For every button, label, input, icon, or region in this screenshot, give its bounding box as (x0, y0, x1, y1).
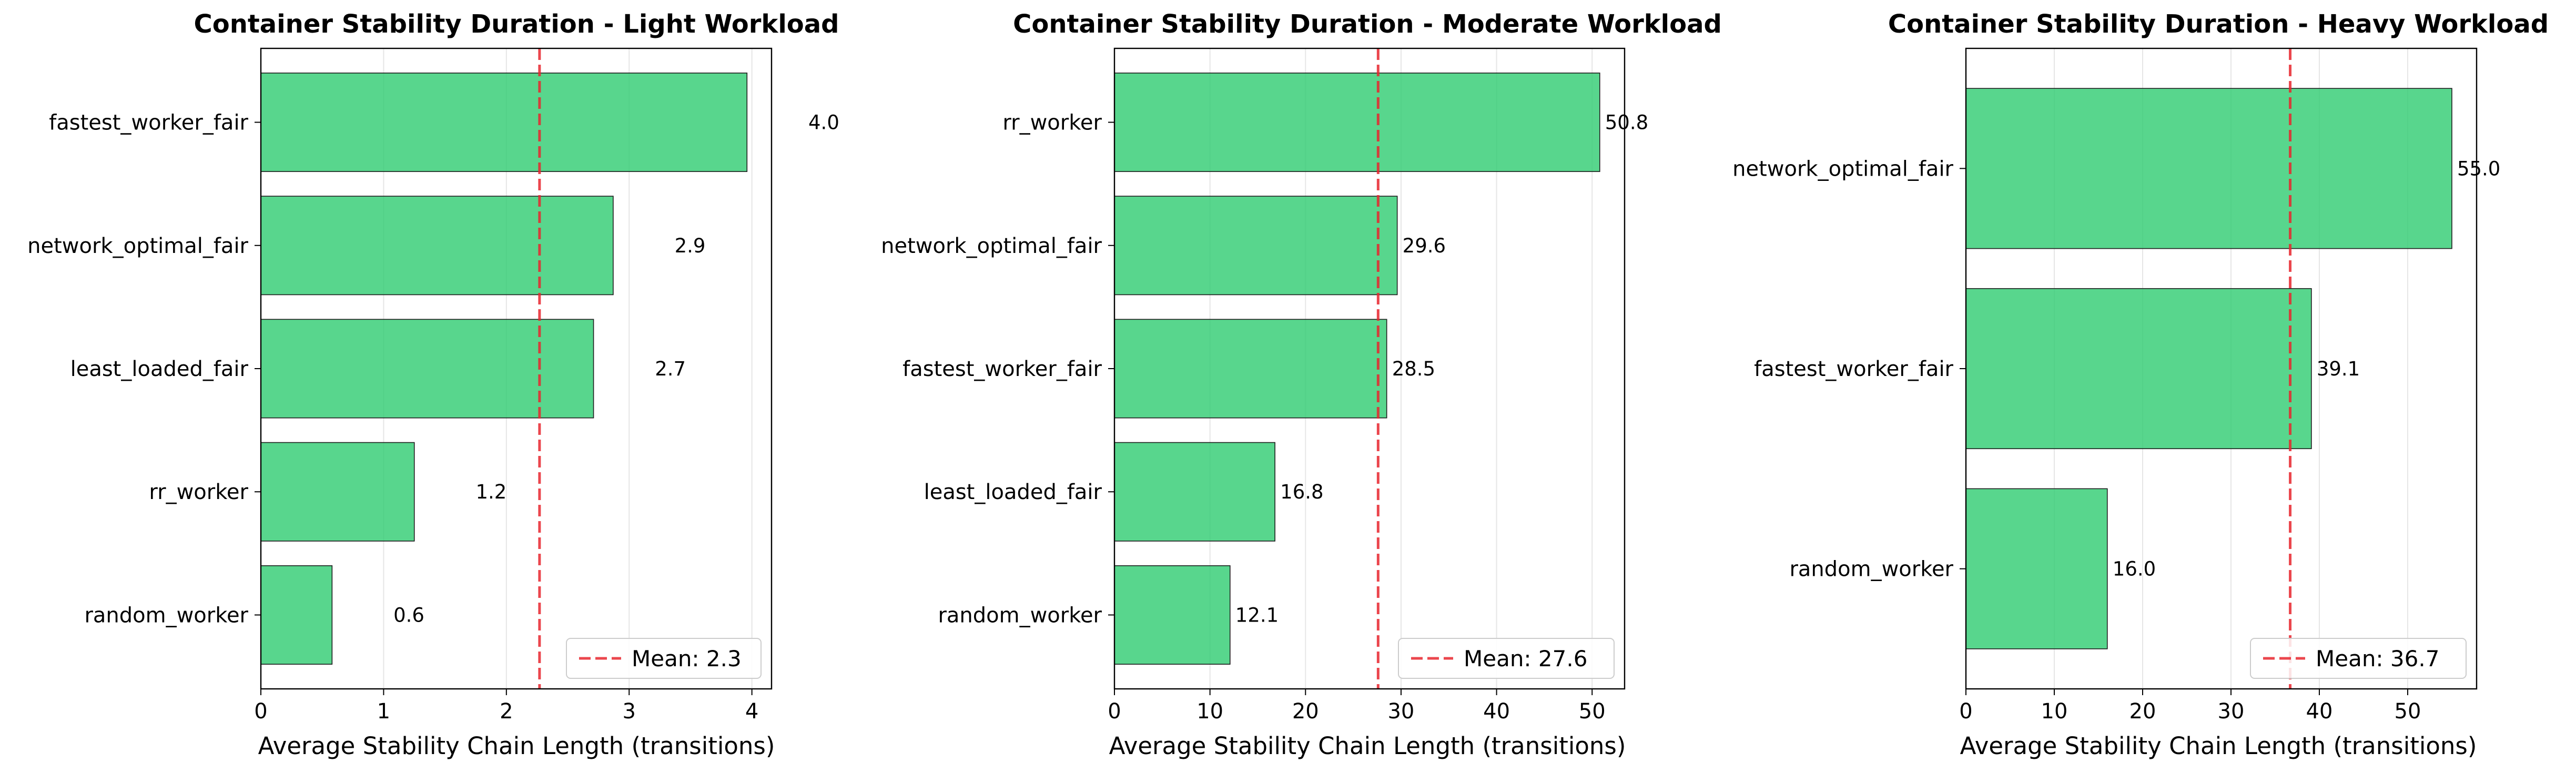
legend-box (566, 638, 762, 679)
y-tick-label: rr_worker (149, 480, 248, 504)
bar-value-label: 28.5 (1392, 358, 1435, 380)
bar-value-label: 2.9 (675, 235, 706, 257)
x-tick-label: 0 (1959, 699, 1972, 724)
legend-box (2250, 638, 2467, 679)
x-axis-label: Average Stability Chain Length (transiti… (1960, 732, 2477, 760)
chart-title: Container Stability Duration - Moderate … (1013, 9, 1722, 39)
bar-least-loaded-fair (260, 319, 594, 419)
x-tick-label: 0 (1108, 699, 1121, 724)
bar-random-worker (260, 565, 333, 665)
x-tick-label: 10 (1196, 699, 1223, 724)
y-tick-label: network_optimal_fair (881, 234, 1102, 258)
y-tick-label: least_loaded_fair (924, 480, 1102, 504)
moderate-workload-panel: Container Stability Duration - Moderate … (881, 9, 1722, 760)
x-tick-label: 2 (500, 699, 513, 724)
chart-title: Container Stability Duration - Heavy Wor… (1888, 9, 2549, 39)
y-tick-label: random_worker (1789, 557, 1953, 582)
x-tick-label: 10 (2041, 699, 2068, 724)
x-tick-label: 3 (623, 699, 636, 724)
bar-random-worker (1114, 565, 1231, 665)
bar-network-optimal-fair (1114, 196, 1398, 296)
x-tick-label: 1 (377, 699, 390, 724)
bar-value-label: 16.0 (2113, 558, 2156, 581)
bar-fastest-worker-fair (1965, 288, 2312, 450)
x-tick-label: 20 (2129, 699, 2156, 724)
legend-mean-label: Mean: 27.6 (1464, 646, 1587, 672)
y-tick-label: random_worker (938, 603, 1102, 627)
y-tick-label: network_optimal_fair (27, 234, 248, 258)
x-tick-label: 50 (2395, 699, 2421, 724)
bar-value-label: 55.0 (2457, 157, 2500, 180)
x-tick-label: 50 (1579, 699, 1606, 724)
y-tick-label: fastest_worker_fair (1754, 357, 1953, 381)
heavy-workload-panel: Container Stability Duration - Heavy Wor… (1732, 9, 2549, 760)
bar-network-optimal-fair (260, 196, 614, 296)
axes-frame (260, 47, 773, 690)
x-axis-label: Average Stability Chain Length (transiti… (1109, 732, 1626, 760)
axes-frame (1965, 47, 2478, 690)
y-tick-label: network_optimal_fair (1732, 157, 1953, 181)
legend-mean-label: Mean: 2.3 (632, 646, 742, 672)
bar-value-label: 2.7 (655, 358, 686, 380)
bar-value-label: 16.8 (1280, 481, 1323, 503)
axes-frame (1113, 47, 1626, 690)
x-tick-label: 0 (254, 699, 267, 724)
bar-value-label: 12.1 (1235, 604, 1279, 626)
y-tick-label: fastest_worker_fair (49, 111, 248, 135)
bar-value-label: 4.0 (808, 111, 839, 134)
bar-value-label: 50.8 (1605, 111, 1648, 134)
bar-network-optimal-fair (1965, 88, 2452, 249)
bar-random-worker (1965, 488, 2108, 649)
bar-value-label: 29.6 (1403, 235, 1446, 257)
legend-mean-label: Mean: 36.7 (2316, 646, 2439, 672)
x-tick-label: 40 (2306, 699, 2333, 724)
bar-rr-worker (1114, 73, 1600, 172)
bar-value-label: 1.2 (475, 481, 506, 503)
y-tick-label: rr_worker (1002, 111, 1102, 135)
y-tick-label: least_loaded_fair (70, 357, 249, 381)
y-tick-label: fastest_worker_fair (902, 357, 1102, 381)
x-tick-label: 4 (745, 699, 758, 724)
x-tick-label: 40 (1483, 699, 1510, 724)
bar-fastest-worker-fair (1114, 319, 1387, 419)
legend-box (1398, 638, 1615, 679)
bar-least-loaded-fair (1114, 442, 1275, 542)
light-workload-panel: Container Stability Duration - Light Wor… (27, 9, 839, 760)
chart-title: Container Stability Duration - Light Wor… (194, 9, 839, 39)
bar-fastest-worker-fair (260, 73, 748, 172)
x-tick-label: 30 (2218, 699, 2245, 724)
bar-value-label: 0.6 (393, 604, 424, 626)
y-tick-label: random_worker (84, 603, 248, 627)
x-tick-label: 30 (1387, 699, 1414, 724)
x-axis-label: Average Stability Chain Length (transiti… (258, 732, 775, 760)
x-tick-label: 20 (1292, 699, 1319, 724)
bar-rr-worker (260, 442, 415, 542)
bar-value-label: 39.1 (2317, 358, 2360, 380)
